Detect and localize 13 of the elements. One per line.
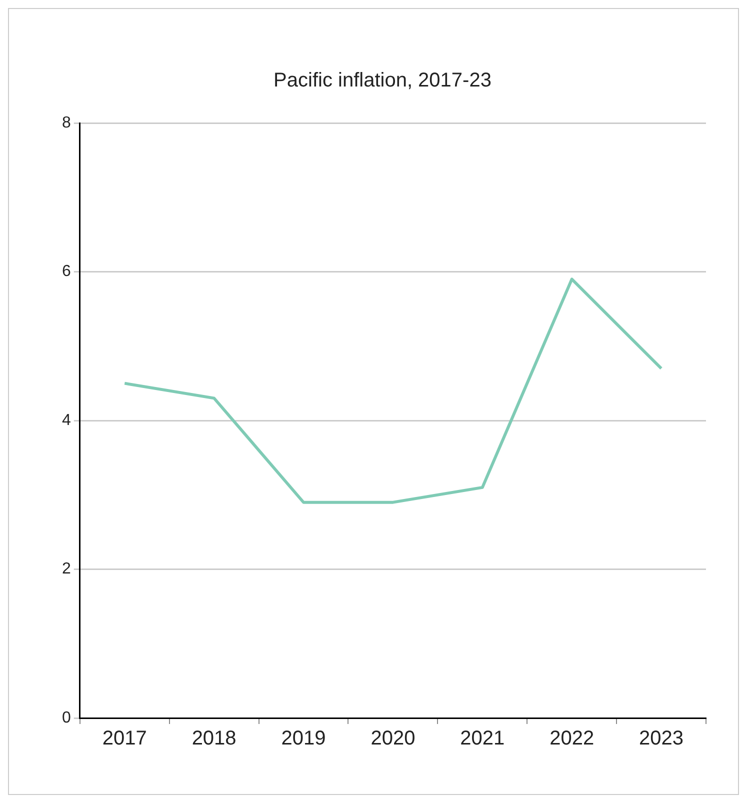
y-tick-label: 8 [62, 114, 71, 132]
x-tick-label: 2020 [370, 728, 416, 750]
x-tick-label: 2022 [550, 728, 594, 750]
y-tick-label: 0 [62, 709, 71, 726]
x-tick-label: 2019 [281, 728, 326, 750]
y-tick-label: 6 [62, 263, 71, 280]
y-tick-label: 2 [62, 560, 71, 578]
x-tick-label: 2021 [460, 728, 505, 750]
y-tick-label: 4 [62, 412, 71, 429]
x-tick-label: 2023 [639, 728, 684, 750]
chart-title: Pacific inflation, 2017-23 [274, 70, 492, 92]
x-tick-label: 2017 [102, 728, 147, 750]
x-tick-label: 2018 [192, 728, 236, 750]
